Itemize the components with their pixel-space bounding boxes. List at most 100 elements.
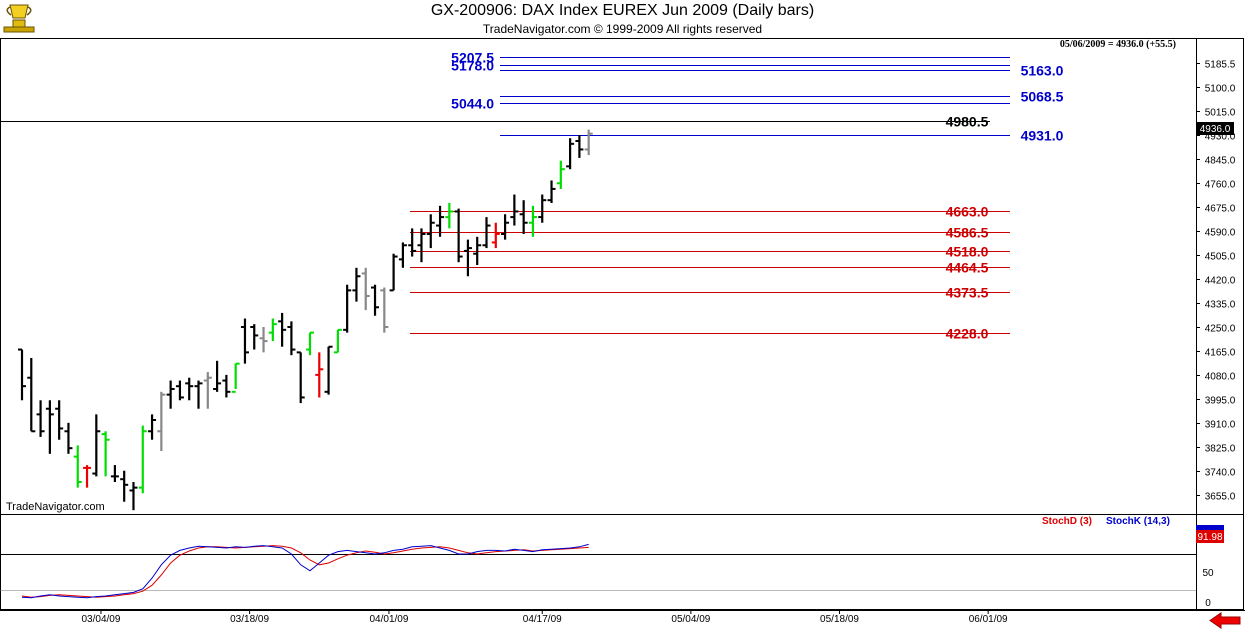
ohlc-bar — [36, 400, 45, 437]
ohlc-bar — [343, 284, 352, 333]
stoch-tick-label: 0 — [1205, 598, 1211, 609]
stoch-k-line — [21, 543, 589, 599]
ohlc-bar — [501, 214, 510, 240]
ohlc-bar — [166, 380, 175, 409]
ohlc-bar — [408, 228, 417, 257]
ohlc-bar — [240, 318, 249, 364]
ohlc-bar — [148, 414, 157, 440]
price-axis-ticks: 5185.5 5100.0 5015.0 4930.0 4845.0 4760.0 4675… — [1196, 60, 1236, 503]
level-label: 5044.0 — [451, 96, 494, 112]
ohlc-bar — [482, 217, 491, 249]
level-label: 4931.0 — [1021, 128, 1064, 144]
ohlc-bar — [120, 470, 129, 502]
date-tick-label: 05/04/09 — [671, 614, 710, 625]
ohlc-bar — [92, 414, 101, 477]
price-panel-border — [0, 38, 1197, 515]
price-tick-label: 5100.0 — [1205, 84, 1236, 95]
ohlc-bar — [510, 194, 519, 226]
ohlc-bar — [203, 372, 212, 409]
ohlc-bar — [138, 425, 147, 494]
price-tick-label: 4335.0 — [1205, 300, 1236, 311]
stoch-tick-label: 50 — [1202, 568, 1214, 579]
copyright-line: TradeNavigator.com © 1999-2009 All right… — [482, 22, 763, 36]
price-tick-label: 3825.0 — [1205, 444, 1236, 455]
level-label: 4228.0 — [946, 326, 989, 342]
ohlc-bar — [426, 214, 435, 249]
ohlc-bar — [538, 194, 547, 223]
ohlc-bar — [287, 321, 296, 356]
ohlc-bar — [463, 239, 472, 277]
price-tick-label: 4760.0 — [1205, 180, 1236, 191]
ohlc-bar — [398, 242, 407, 268]
price-bars — [18, 129, 593, 511]
price-tick-label: 4590.0 — [1205, 228, 1236, 239]
stoch-tag-top — [1196, 525, 1224, 530]
price-tick-label: 4165.0 — [1205, 348, 1236, 359]
price-tick-label: 4930.0 — [1205, 132, 1236, 143]
price-tick-label: 3740.0 — [1205, 468, 1236, 479]
ohlc-bar — [278, 312, 287, 347]
price-tick-label: 5185.5 — [1205, 60, 1236, 71]
ohlc-bar — [83, 465, 92, 488]
date-tick-label: 03/18/09 — [230, 614, 269, 625]
price-tick-label: 3995.0 — [1205, 396, 1236, 407]
ohlc-bar — [101, 431, 110, 477]
date-tick-label: 04/17/09 — [523, 614, 562, 625]
ohlc-bar — [231, 362, 240, 393]
ohlc-bar — [45, 400, 54, 454]
ohlc-bar — [454, 208, 463, 263]
level-label: 4518.0 — [946, 244, 989, 260]
left-arrow-icon[interactable] — [1209, 612, 1241, 629]
ohlc-bar — [417, 228, 426, 263]
ohlc-bar — [436, 205, 445, 237]
ohlc-bar — [352, 267, 361, 302]
legend-stoch-d: StochD (3) — [1042, 516, 1092, 527]
level-label: 4373.5 — [946, 285, 989, 301]
ohlc-bar — [110, 465, 119, 482]
watermark: TradeNavigator.com — [6, 501, 105, 513]
ohlc-bar — [556, 160, 565, 189]
ohlc-bar — [222, 374, 231, 398]
level-label: 4586.5 — [946, 225, 989, 241]
price-tag: 4936.0 — [1200, 124, 1231, 135]
chart-title: GX-200906: DAX Index EUREX Jun 2009 (Dai… — [430, 2, 815, 19]
ohlc-bar — [584, 129, 593, 156]
ohlc-bar — [389, 253, 398, 292]
date-tick-label: 06/01/09 — [969, 614, 1008, 625]
level-label: 4663.0 — [946, 204, 989, 220]
level-label: 4464.5 — [946, 260, 989, 276]
stoch-tag: 91.98 — [1197, 532, 1222, 543]
ohlc-bar — [575, 135, 584, 158]
level-label: 5163.0 — [1021, 63, 1064, 79]
ohlc-bar — [305, 331, 314, 356]
ohlc-bar — [259, 327, 268, 353]
ohlc-bar — [519, 200, 528, 234]
level-label: 4980.5 — [946, 114, 989, 130]
stoch-panel-border — [0, 514, 1197, 610]
ohlc-bar — [566, 138, 575, 170]
quote-readout: 05/06/2009 = 4936.0 (+55.5) — [1060, 39, 1176, 50]
price-tick-label: 3910.0 — [1205, 420, 1236, 431]
level-label: 5068.5 — [1021, 89, 1064, 105]
price-tick-label: 3655.0 — [1205, 492, 1236, 503]
price-tick-label: 5015.0 — [1205, 108, 1236, 119]
ohlc-bar — [547, 180, 556, 203]
stoch-axis-border — [1196, 514, 1244, 610]
date-tick-label: 04/01/09 — [369, 614, 408, 625]
price-tag-box — [1196, 122, 1234, 135]
date-tick-label: 03/04/09 — [81, 614, 120, 625]
level-label: 5178.0 — [451, 58, 494, 74]
ohlc-bar — [175, 380, 184, 401]
date-tick-label: 05/18/09 — [820, 614, 859, 625]
ohlc-bar — [333, 328, 342, 354]
legend-stoch-k: StochK (14,3) — [1106, 516, 1170, 527]
ohlc-bar — [361, 267, 370, 311]
ohlc-bar — [296, 351, 305, 404]
stoch-d-line — [21, 545, 589, 598]
ohlc-bar — [250, 324, 259, 350]
price-tick-label: 4845.0 — [1205, 156, 1236, 167]
price-tick-label: 4675.0 — [1205, 204, 1236, 215]
ohlc-bar — [315, 352, 324, 398]
